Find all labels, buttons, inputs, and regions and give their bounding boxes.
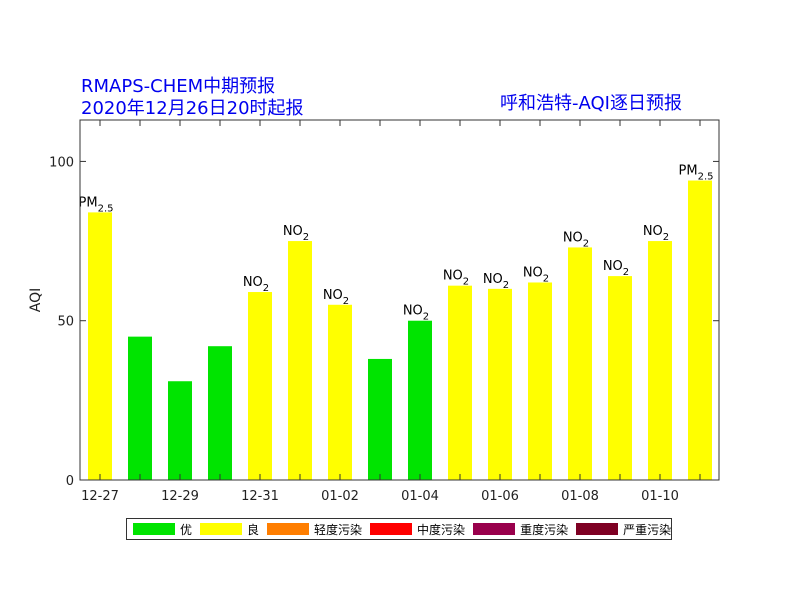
bar-01-11 (688, 180, 712, 480)
legend-label: 优 (180, 522, 193, 537)
legend-label: 严重污染 (623, 522, 672, 537)
bar-01-01 (288, 241, 312, 480)
plot-frame (79, 119, 720, 481)
bar-01-09 (608, 276, 632, 480)
x-tick-label: 01-06 (481, 489, 519, 504)
legend-swatch (200, 523, 243, 535)
legend-label: 良 (247, 522, 260, 537)
primary-pollutant-label: NO2 (603, 259, 629, 278)
primary-pollutant-label: NO2 (283, 224, 309, 243)
bar-01-02 (328, 304, 352, 480)
bar-01-06 (488, 288, 512, 480)
axes-layer: 0 50 100 12-27 12-29 12-31 01-02 01-04 01-06 01-0… (28, 119, 720, 504)
primary-pollutant-label: NO2 (643, 224, 669, 243)
y-tick-label: 0 (66, 474, 74, 489)
bar-01-08 (568, 247, 592, 480)
y-tick-label: 50 (57, 315, 74, 330)
primary-pollutant-label: NO2 (483, 272, 509, 291)
y-tick-label: 100 (49, 155, 74, 170)
legend-swatch (473, 523, 516, 535)
x-tick-label: 01-10 (641, 489, 679, 504)
legend-item: 轻度污染 (267, 521, 362, 538)
bar-01-05 (448, 285, 472, 480)
bar-12-28 (128, 336, 152, 480)
legend-swatch (370, 523, 413, 535)
legend-label: 重度污染 (520, 522, 569, 537)
legend-item: 严重污染 (576, 521, 671, 538)
x-tick-label: 01-02 (321, 489, 359, 504)
x-tick-label: 01-08 (561, 489, 599, 504)
x-tick-label: 12-27 (81, 489, 119, 504)
y-axis-label: AQI (28, 288, 44, 312)
x-tick-label: 01-04 (401, 489, 439, 504)
legend-label: 中度污染 (417, 522, 466, 537)
legend-item: 优 (133, 521, 192, 538)
chart-title-model: RMAPS-CHEM中期预报 (81, 76, 276, 97)
bar-12-30 (208, 346, 232, 480)
legend-item: 重度污染 (473, 521, 568, 538)
bar-01-07 (528, 282, 552, 480)
bar-01-03 (368, 358, 392, 480)
primary-pollutant-label: NO2 (443, 269, 469, 288)
primary-pollutant-label: NO2 (323, 288, 349, 307)
bar-12-29 (168, 381, 192, 480)
legend-swatch (133, 523, 175, 535)
chart-title-issue-time: 2020年12月26日20时起报 (81, 98, 304, 119)
x-tick-label: 12-29 (161, 489, 199, 504)
legend-swatch (576, 523, 619, 535)
bar-12-31 (248, 292, 272, 480)
bar-labels-layer: PM2.5 NO2 NO2 NO2 NO2 NO2 NO2 NO2 NO2 NO2 NO2 PM2.5 (79, 164, 714, 323)
primary-pollutant-label: NO2 (403, 304, 429, 323)
primary-pollutant-label: NO2 (523, 265, 549, 284)
chart-title-station: 呼和浩特-AQI逐日预报 (500, 93, 682, 114)
x-tick-label: 12-31 (241, 489, 279, 504)
legend-label: 轻度污染 (314, 522, 363, 537)
primary-pollutant-label: PM2.5 (679, 164, 714, 183)
legend: 优 良 轻度污染 中度污染 重度污染 严重污染 (126, 518, 672, 540)
bar-12-27 (88, 212, 112, 480)
primary-pollutant-label: NO2 (563, 230, 589, 249)
legend-item: 良 (200, 521, 259, 538)
primary-pollutant-label: NO2 (243, 275, 269, 294)
bar-01-10 (648, 241, 672, 480)
bar-01-04 (408, 320, 432, 480)
legend-swatch (267, 523, 310, 535)
legend-item: 中度污染 (370, 521, 465, 538)
bars-layer (88, 180, 712, 480)
primary-pollutant-label: PM2.5 (79, 195, 114, 214)
